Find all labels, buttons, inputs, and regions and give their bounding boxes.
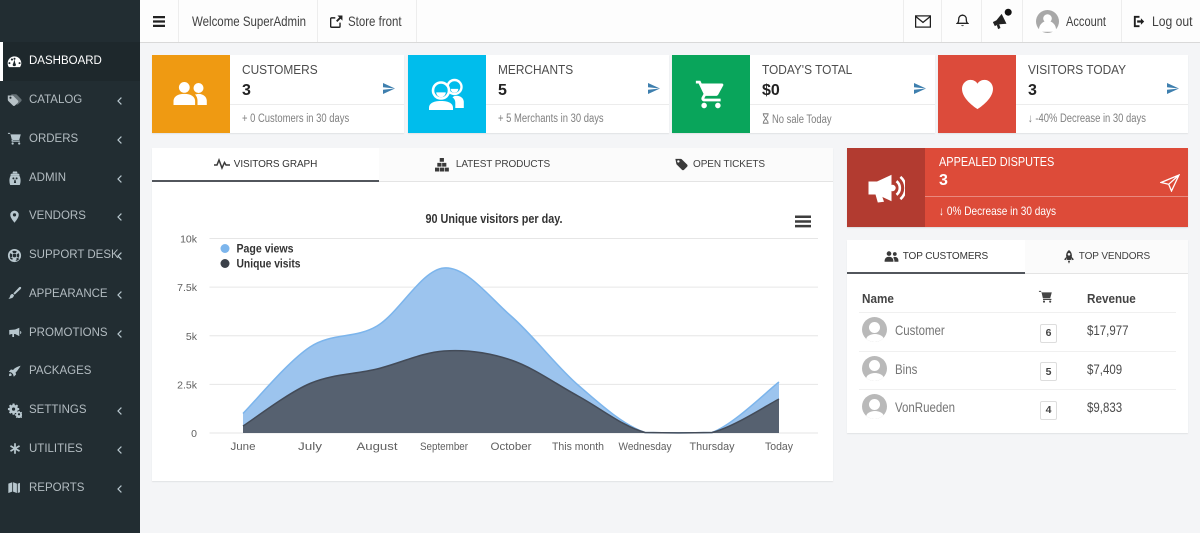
svg-text:90 Unique visitors per day.: 90 Unique visitors per day. [426, 212, 563, 226]
svg-text:Today: Today [765, 441, 793, 453]
svg-text:Thursday: Thursday [690, 441, 735, 453]
svg-text:10k: 10k [180, 234, 198, 246]
svg-text:5k: 5k [186, 331, 198, 343]
svg-text:September: September [420, 441, 468, 453]
svg-text:July: July [298, 441, 323, 453]
svg-text:0: 0 [191, 428, 197, 440]
svg-text:This month: This month [552, 441, 604, 453]
svg-text:Wednesday: Wednesday [619, 441, 672, 453]
svg-text:October: October [491, 441, 532, 453]
svg-text:August: August [357, 441, 398, 453]
svg-text:2.5k: 2.5k [177, 379, 198, 391]
svg-text:Page views: Page views [237, 242, 294, 256]
svg-text:June: June [231, 441, 256, 453]
svg-text:Unique visits: Unique visits [237, 257, 301, 271]
svg-text:7.5k: 7.5k [177, 282, 198, 294]
